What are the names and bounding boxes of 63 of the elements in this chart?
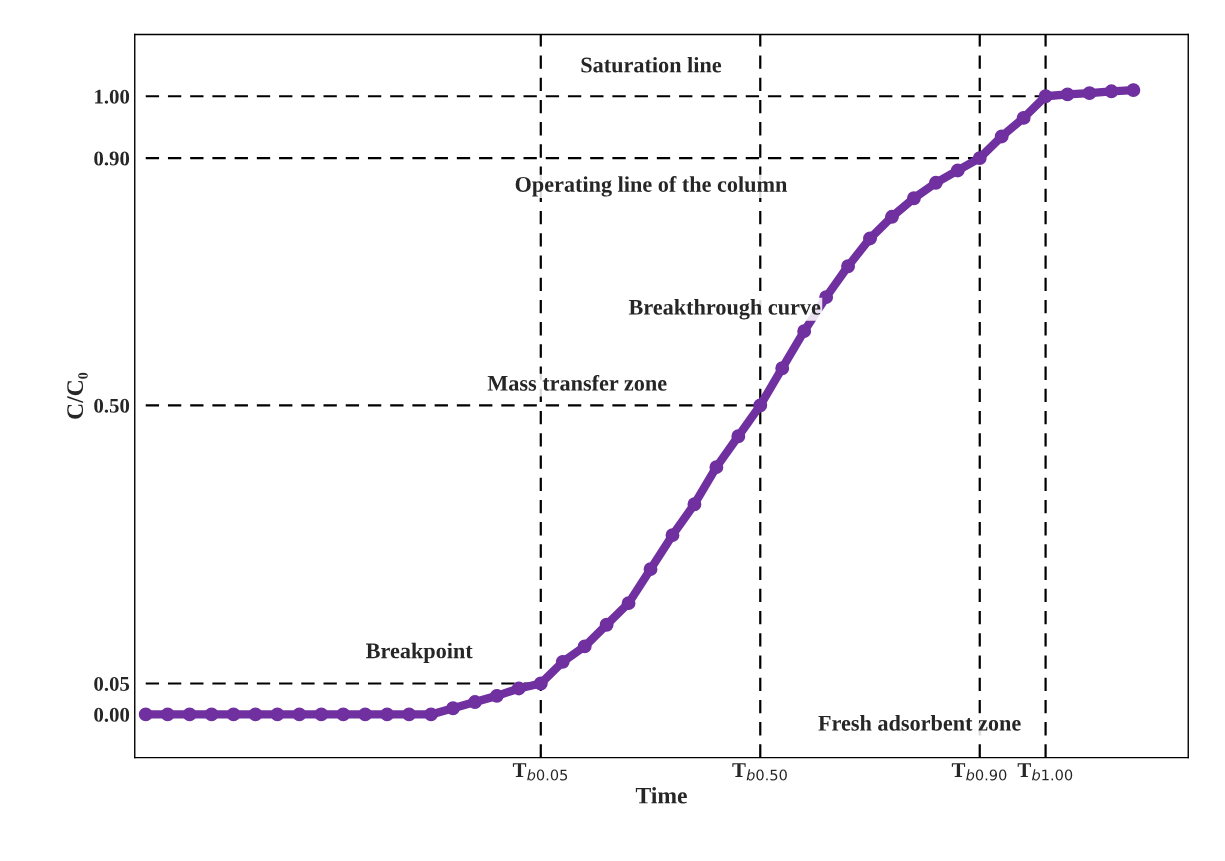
- x-tick-label: T$_{b0.05}$: [512, 763, 568, 781]
- point: [248, 707, 263, 722]
- point: [511, 681, 526, 696]
- point: [380, 707, 395, 722]
- y-tick-label: 0.50: [94, 398, 130, 413]
- point: [731, 429, 746, 444]
- point: [643, 562, 658, 577]
- y-tick-label: 0.90: [94, 151, 130, 166]
- point: [709, 460, 724, 475]
- point: [687, 497, 702, 512]
- x-tick-label: T$_{b1.00}$: [1017, 763, 1073, 781]
- point: [906, 191, 921, 206]
- point: [292, 707, 307, 722]
- x-tick-label: T$_{b0.90}$: [951, 763, 1007, 781]
- y-tick-label: 0.00: [94, 707, 130, 722]
- point: [994, 129, 1009, 144]
- point: [1060, 87, 1075, 102]
- annotation: Operating line of the column: [515, 176, 788, 197]
- point: [819, 290, 834, 305]
- point: [204, 707, 219, 722]
- point: [972, 151, 987, 166]
- point: [402, 707, 417, 722]
- annotation: Breakthrough curve: [628, 299, 821, 320]
- point: [797, 324, 812, 339]
- point: [1104, 84, 1119, 99]
- point: [533, 676, 548, 691]
- point: [358, 707, 373, 722]
- point: [1082, 86, 1097, 101]
- point: [665, 528, 680, 543]
- annotation: Fresh adsorbent zone: [818, 715, 1021, 731]
- point: [1038, 89, 1053, 104]
- point: [467, 695, 482, 709]
- point: [1126, 83, 1141, 98]
- point: [928, 175, 943, 190]
- point: [775, 361, 790, 376]
- y-axis-title: C/C₀: [67, 372, 88, 419]
- annotation: Mass transfer zone: [487, 374, 667, 391]
- x-axis-title: Time: [635, 786, 687, 804]
- point: [182, 707, 197, 722]
- point: [885, 209, 899, 224]
- point: [599, 617, 614, 632]
- y-tick-label: 0.05: [94, 676, 130, 692]
- point: [424, 707, 438, 722]
- annotation: Breakpoint: [366, 642, 473, 663]
- point: [489, 688, 504, 703]
- point: [314, 707, 329, 722]
- point: [621, 596, 636, 611]
- point: [336, 707, 351, 722]
- point: [863, 231, 877, 246]
- point: [1016, 110, 1031, 125]
- point: [555, 654, 570, 669]
- x-tick-label: T$_{b0.50}$: [732, 763, 787, 781]
- y-tick-label: 1.00: [95, 89, 130, 104]
- point: [160, 707, 175, 722]
- point: [446, 701, 460, 716]
- point: [270, 707, 285, 722]
- point: [226, 707, 241, 722]
- point: [138, 707, 153, 722]
- annotation: Saturation line: [581, 56, 722, 73]
- point: [950, 163, 965, 178]
- point: [753, 398, 768, 413]
- point: [841, 259, 856, 274]
- point: [577, 639, 592, 654]
